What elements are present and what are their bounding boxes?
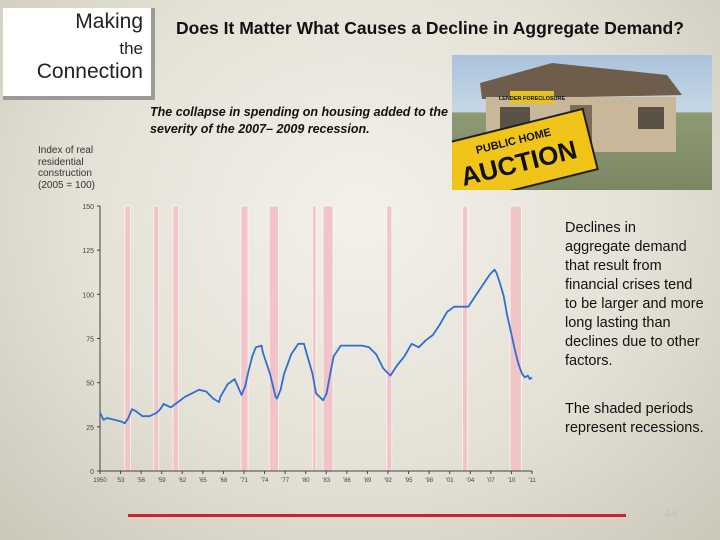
side-text-financial-crises: Declines in aggregate demand that result…	[565, 220, 704, 369]
y-tick-label: 25	[86, 425, 94, 432]
x-tick-label: '10	[508, 478, 516, 484]
y-tick-label: 150	[82, 204, 94, 211]
x-tick-label: '07	[487, 478, 495, 484]
x-tick-label: '53	[117, 478, 125, 484]
footer-accent-bar	[128, 514, 626, 517]
residential-construction-series-line	[99, 268, 533, 425]
foreclosure-house-photo: LENDER FORECLOSURE PUBLIC HOME AUCTION	[452, 55, 712, 190]
x-tick-label: '68	[220, 478, 228, 484]
badge-making: Making	[75, 10, 143, 33]
x-tick-label: '83	[322, 478, 330, 484]
x-tick-label: '92	[384, 478, 392, 484]
x-tick-label: '98	[425, 478, 433, 484]
side-text-shaded-periods: The shaded periods represent recessions.	[565, 401, 704, 436]
recession-band	[268, 205, 279, 472]
house-roof	[480, 63, 682, 99]
y-tick-label: 125	[82, 248, 94, 255]
x-tick-label: '62	[178, 478, 186, 484]
house-illustration: LENDER FORECLOSURE PUBLIC HOME AUCTION	[452, 63, 682, 190]
recession-band	[172, 205, 180, 472]
x-tick-label: '11	[528, 478, 536, 484]
x-tick-label: '04	[466, 478, 474, 484]
sign-top-label: LENDER FORECLOSURE	[499, 96, 566, 102]
page-number: 44	[664, 507, 678, 521]
making-the-connection-badge: Making the Connection	[3, 8, 155, 100]
recession-band	[386, 205, 393, 472]
recession-band	[240, 205, 249, 472]
x-tick-label: 1950	[93, 478, 107, 484]
x-tick-label: '77	[281, 478, 289, 484]
x-tick-label: '56	[137, 478, 145, 484]
x-tick-label: '01	[446, 478, 454, 484]
y-tick-label: 100	[82, 292, 94, 299]
auction-sign-board	[452, 107, 599, 190]
x-tick-label: '86	[343, 478, 351, 484]
y-tick-label: 75	[86, 337, 94, 344]
x-tick-label: '95	[405, 478, 413, 484]
house-window-right	[638, 107, 664, 129]
badge-connection: Connection	[36, 60, 143, 83]
badge-the: the	[119, 39, 143, 58]
photo-caption: The collapse in spending on housing adde…	[150, 105, 448, 136]
data-line-layer	[99, 268, 533, 425]
auction-sign: PUBLIC HOME AUCTION	[452, 107, 599, 190]
x-tick-label: '65	[199, 478, 207, 484]
recession-band	[312, 205, 317, 472]
chart-axes: 0 25 50 75 100 125 150 1950 '53 '56 '59 '62 '65 '68 '7…	[82, 204, 536, 484]
y-axis-label: Index of real residential construction (…	[38, 145, 95, 191]
y-tick-label: 0	[90, 469, 94, 476]
sign-top	[510, 91, 554, 104]
slide-title: Does It Matter What Causes a Decline in …	[176, 18, 684, 38]
recession-band	[322, 205, 334, 472]
recession-band	[153, 205, 160, 472]
y-tick-label: 50	[86, 381, 94, 388]
recession-band	[124, 205, 131, 472]
recession-band	[462, 205, 468, 472]
x-tick-label: '80	[302, 478, 310, 484]
x-tick-label: '71	[240, 478, 248, 484]
x-tick-label: '74	[261, 478, 269, 484]
recession-bands	[124, 205, 522, 472]
x-tick-label: '59	[158, 478, 166, 484]
x-tick-label: '89	[364, 478, 372, 484]
